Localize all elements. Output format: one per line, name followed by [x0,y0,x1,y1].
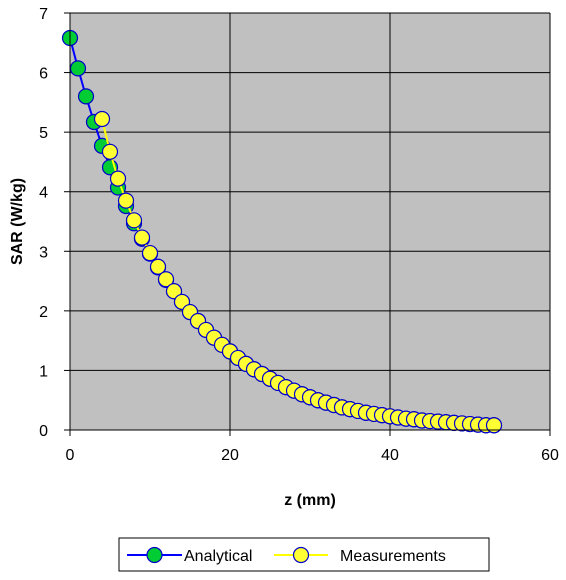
data-point-measurements [93,110,111,128]
x-tick-label: 40 [381,447,399,464]
data-point-measurements [149,258,167,275]
y-tick-label: 3 [39,244,48,261]
data-point-measurements [117,192,135,209]
data-point-measurements [125,212,143,229]
y-tick-label: 7 [39,6,48,23]
data-point-measurements [101,143,119,160]
x-tick-label: 60 [541,447,559,464]
y-tick-label: 0 [39,423,48,440]
y-axis-title: SAR (W/kg) [9,178,26,265]
legend-marker-analytical [146,546,163,564]
legend: Analytical Measurements [118,537,490,572]
y-tick-label: 2 [39,304,48,321]
y-tick-label: 6 [39,66,48,83]
plot-area [70,13,550,430]
data-point-analytical [77,88,95,105]
y-tick-label: 1 [39,363,48,380]
data-point-analytical [69,60,87,77]
legend-label-analytical: Analytical [184,548,252,565]
axis-layer: 0 1 2 3 4 5 6 7 0 20 40 60 [39,6,559,464]
data-point-measurements [109,170,127,187]
data-point-measurements [165,283,183,300]
x-tick-label: 20 [221,447,239,464]
legend-marker-measurements [292,546,310,564]
y-tick-label: 5 [39,125,48,142]
data-point-measurements [133,229,151,246]
legend-label-measurements: Measurements [340,548,446,565]
x-axis-title: z (mm) [284,492,336,509]
data-point-measurements [485,417,503,434]
series-layer [61,29,503,434]
data-point-measurements [157,271,175,288]
data-point-measurements [141,244,159,262]
y-tick-label: 4 [39,185,48,202]
x-tick-label: 0 [66,447,75,464]
